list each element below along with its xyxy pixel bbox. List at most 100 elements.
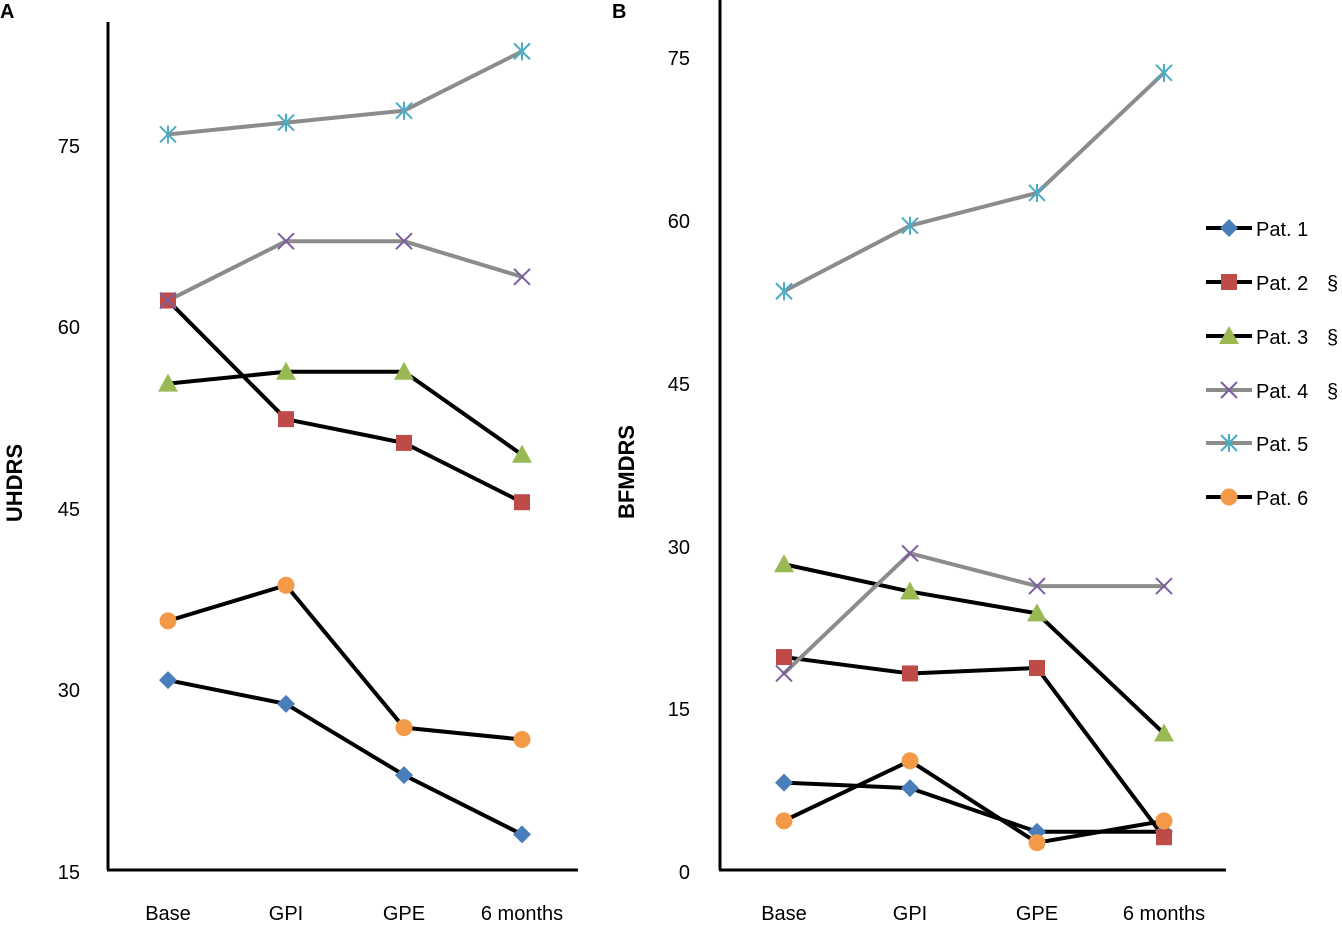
legend: Pat. 1 Pat. 2 § Pat. 3 § Pat. 4 § Pat. 5… xyxy=(1206,219,1338,510)
panel-a-point-pat-4 xyxy=(277,232,295,250)
panel-a-point-pat-2 xyxy=(278,411,294,428)
panel-b-point-pat-2 xyxy=(1029,659,1045,676)
legend-label: Pat. 3 xyxy=(1256,327,1308,349)
panel-b-point-pat-5 xyxy=(901,216,919,235)
panel-b: B BFMDRS 0 15 30 45 60 75 Base GPI GPE 6… xyxy=(612,0,1226,925)
panel-b-series-line-pat-1 xyxy=(782,780,1166,834)
panel-b-series xyxy=(774,63,1174,852)
panel-b-point-pat-5 xyxy=(1155,63,1173,82)
panel-b-label: B xyxy=(612,1,626,23)
panel-b-series-line-pat-5 xyxy=(782,70,1166,294)
legend-note: § xyxy=(1327,381,1338,403)
panel-a-series-line-pat-3 xyxy=(166,369,524,457)
panel-a-y-tick: 45 xyxy=(58,499,80,521)
panel-b-x-ticks: Base GPI GPE 6 months xyxy=(761,903,1205,925)
panel-b-y-tick: 75 xyxy=(668,48,690,70)
legend-item-pat-6: Pat. 6 xyxy=(1206,488,1308,510)
panel-b-series-line-pat-4 xyxy=(782,551,1166,676)
panel-a-label: A xyxy=(0,1,14,23)
legend-marker xyxy=(1220,381,1238,399)
panel-a-series-line-pat-1 xyxy=(166,678,524,837)
panel-a-point-pat-4 xyxy=(513,268,531,286)
panel-a-series-line-pat-4 xyxy=(166,239,524,303)
legend-marker xyxy=(1220,488,1238,506)
panel-b-x-tick: 6 months xyxy=(1123,903,1205,925)
panel-a-point-pat-3 xyxy=(512,444,532,463)
panel-b-point-pat-4 xyxy=(901,544,919,563)
panel-a: A UHDRS 15 30 45 60 75 Base GPI GPE 6 mo… xyxy=(0,1,578,925)
panel-a-point-pat-6 xyxy=(159,612,177,630)
legend-marker xyxy=(1221,274,1237,290)
legend-marker xyxy=(1219,326,1239,344)
panel-b-x-tick: GPI xyxy=(893,903,927,925)
panel-a-point-pat-2 xyxy=(396,434,412,451)
panel-b-y-tick: 15 xyxy=(668,699,690,721)
panel-b-point-pat-4 xyxy=(1155,577,1173,595)
panel-a-point-pat-1 xyxy=(395,766,413,785)
panel-a-point-pat-1 xyxy=(159,671,177,690)
panel-a-point-pat-4 xyxy=(159,291,177,310)
panel-a-point-pat-5 xyxy=(513,42,531,61)
legend-item-pat-5: Pat. 5 xyxy=(1206,434,1308,456)
panel-b-point-pat-1 xyxy=(775,773,793,792)
panel-b-y-axis-label: BFMDRS xyxy=(614,425,639,519)
panel-b-point-pat-2 xyxy=(902,665,918,682)
panel-a-point-pat-6 xyxy=(395,719,413,737)
legend-item-pat-1: Pat. 1 xyxy=(1206,219,1308,241)
legend-marker xyxy=(1220,219,1238,237)
legend-label: Pat. 2 xyxy=(1256,273,1308,295)
legend-label: Pat. 6 xyxy=(1256,488,1308,510)
panel-b-point-pat-6 xyxy=(1155,812,1173,830)
legend-note: § xyxy=(1327,327,1338,349)
panel-b-point-pat-2 xyxy=(776,649,792,666)
panel-b-point-pat-4 xyxy=(775,664,793,683)
panel-b-point-pat-5 xyxy=(1028,183,1046,202)
panel-a-point-pat-1 xyxy=(277,694,295,713)
panel-b-point-pat-4 xyxy=(1028,577,1046,595)
panel-a-x-tick: GPI xyxy=(269,903,303,925)
panel-a-point-pat-3 xyxy=(276,361,296,380)
panel-a-point-pat-6 xyxy=(277,576,295,594)
panel-b-y-tick: 30 xyxy=(668,537,690,559)
panel-a-point-pat-5 xyxy=(395,101,413,120)
panel-a-x-tick: 6 months xyxy=(481,903,563,925)
panel-b-series-line-pat-6 xyxy=(782,758,1166,845)
panel-a-point-pat-2 xyxy=(514,494,530,511)
legend-item-pat-3: Pat. 3 § xyxy=(1206,326,1338,349)
panel-a-y-tick: 30 xyxy=(58,680,80,702)
panel-b-point-pat-6 xyxy=(775,812,793,830)
panel-a-point-pat-3 xyxy=(394,361,414,380)
legend-item-pat-4: Pat. 4 § xyxy=(1206,381,1338,403)
panel-a-x-tick: Base xyxy=(145,903,191,925)
panel-a-point-pat-1 xyxy=(513,825,531,844)
panel-a-y-axis-label: UHDRS xyxy=(2,444,27,522)
panel-a-x-tick: GPE xyxy=(383,903,425,925)
panel-a-y-tick: 75 xyxy=(58,136,80,158)
panel-b-point-pat-6 xyxy=(901,752,919,770)
panel-a-series-line-pat-2 xyxy=(166,298,524,505)
panel-b-point-pat-3 xyxy=(900,581,920,600)
panel-b-y-ticks: 0 15 30 45 60 75 xyxy=(668,48,690,884)
legend-item-pat-2: Pat. 2 § xyxy=(1206,273,1338,295)
panel-b-y-tick: 60 xyxy=(668,211,690,233)
panel-a-y-tick: 60 xyxy=(58,317,80,339)
panel-b-point-pat-3 xyxy=(1154,723,1174,742)
panel-a-series-line-pat-5 xyxy=(166,49,524,137)
panel-a-x-ticks: Base GPI GPE 6 months xyxy=(145,903,563,925)
panel-a-series-line-pat-6 xyxy=(166,583,524,742)
legend-label: Pat. 5 xyxy=(1256,434,1308,456)
panel-b-point-pat-6 xyxy=(1028,834,1046,852)
legend-marker xyxy=(1220,434,1238,452)
panel-a-y-tick: 15 xyxy=(58,862,80,884)
panel-b-series-line-pat-2 xyxy=(782,655,1166,840)
panel-a-point-pat-5 xyxy=(277,113,295,132)
panel-b-x-tick: Base xyxy=(761,903,807,925)
legend-note: § xyxy=(1327,273,1338,295)
panel-b-y-tick: 45 xyxy=(668,374,690,396)
panel-a-y-ticks: 15 30 45 60 75 xyxy=(58,136,80,884)
panel-a-point-pat-4 xyxy=(395,232,413,250)
panel-b-x-tick: GPE xyxy=(1016,903,1058,925)
panel-b-point-pat-3 xyxy=(774,554,794,573)
panel-a-point-pat-3 xyxy=(158,373,178,392)
